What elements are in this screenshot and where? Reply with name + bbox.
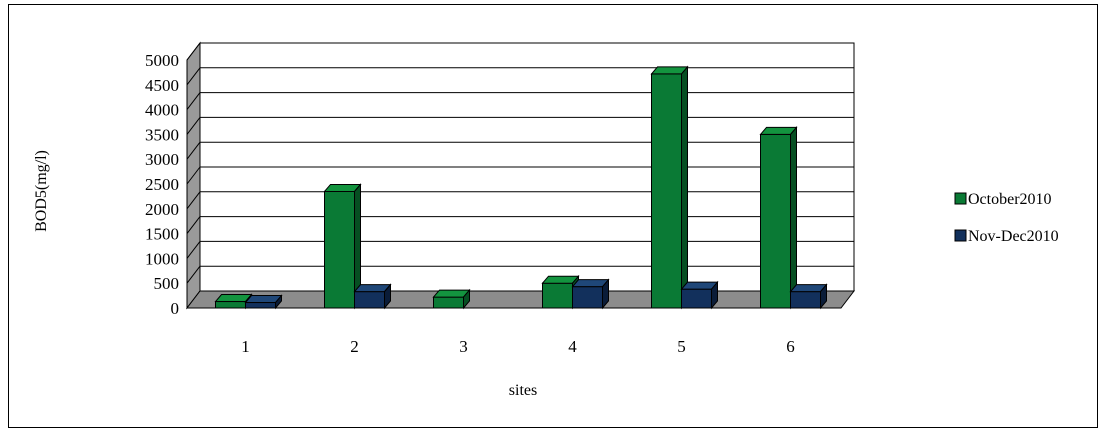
gridline-side [186,117,201,135]
bar-s2-c4-side [602,278,609,310]
y-axis-title: BOD5(mg/l) [33,150,50,232]
bar-s2-c2 [353,283,392,310]
gridline-side [186,265,201,284]
bar-s2-c1-side [275,294,282,310]
bar-s1-c5-front [651,73,682,309]
y-tick-label: 500 [154,274,180,293]
chart-floor [185,290,856,309]
y-tick-label: 5000 [145,51,179,70]
bar-s1-c3-side [463,288,470,310]
x-tick-labels: 1 2 3 4 5 6 [241,337,795,356]
x-tick-label: 6 [786,337,795,356]
legend-label: October2010 [968,191,1052,208]
bar-s2-c4 [571,278,610,310]
gridline-side [186,216,201,234]
bar-s1-c1-front [215,301,246,309]
y-tick-label: 2500 [145,175,179,194]
legend: October2010 Nov-Dec2010 [954,191,1059,245]
chart-svg: 0 500 1000 1500 2000 2500 3000 3500 4000 4500 5000… [33,41,1059,399]
y-tick-label: 4500 [145,76,179,95]
legend-label: Nov-Dec2010 [968,228,1059,245]
bar-s1-c3 [432,288,471,310]
x-tick-label: 2 [350,337,359,356]
bar-s1-c2 [323,183,362,310]
bar-s2-c5-side [711,280,718,310]
bar-s1-c3-front [433,296,464,309]
bar-s2-c6-side [820,283,827,310]
bar-s2-c1 [244,294,283,310]
y-tick-labels: 0 500 1000 1500 2000 2500 3000 3500 4000 4500 5000 [145,51,179,318]
bar-s1-c2-front [324,190,355,309]
x-tick-label: 1 [241,337,250,356]
y-tick-label: 1000 [145,249,179,268]
bar-s1-c6-front [760,133,791,309]
bar-s2-c2-side [384,283,391,310]
x-tick-label: 4 [568,337,577,356]
floor-plane [185,290,856,309]
bar-s1-c5 [650,65,689,310]
legend-swatch [954,192,967,205]
x-tick-label: 5 [677,337,686,356]
y-tick-label: 1500 [145,225,179,244]
bar-s2-c6-front [790,291,821,309]
gridline-side [186,92,201,110]
gridline-side [186,42,201,61]
chart-walls [186,41,855,310]
bar-s2-c6 [789,283,828,310]
y-tick-label: 2000 [145,200,179,219]
x-axis-title: sites [509,382,537,399]
gridline-side [186,241,201,259]
gridline-side [186,166,201,185]
y-tick-label: 3000 [145,150,179,169]
bar-s2-c5 [680,280,719,310]
bar-s2-c5-front [681,288,712,309]
bar-s1-c6 [759,126,798,310]
y-tick-label: 4000 [145,101,179,120]
gridline-side [186,67,201,86]
bars-group [214,65,828,310]
y-tick-label: 3500 [145,125,179,144]
legend-swatch [954,229,967,242]
back-wall [187,43,854,308]
gridline-side [186,141,201,160]
bar-s1-c5-side [681,65,688,310]
bar-s2-c4-front [572,286,603,309]
bar-s2-c2-front [354,291,385,309]
chart-frame: 0 500 1000 1500 2000 2500 3000 3500 4000 4500 5000… [8,4,1098,428]
bar-s1-c4-front [542,282,573,309]
bar-s1-c6-side [790,126,797,310]
bar-s2-c1-front [245,302,276,309]
gridline-side [186,191,201,210]
x-tick-label: 3 [459,337,468,356]
y-tick-label: 0 [171,299,180,318]
